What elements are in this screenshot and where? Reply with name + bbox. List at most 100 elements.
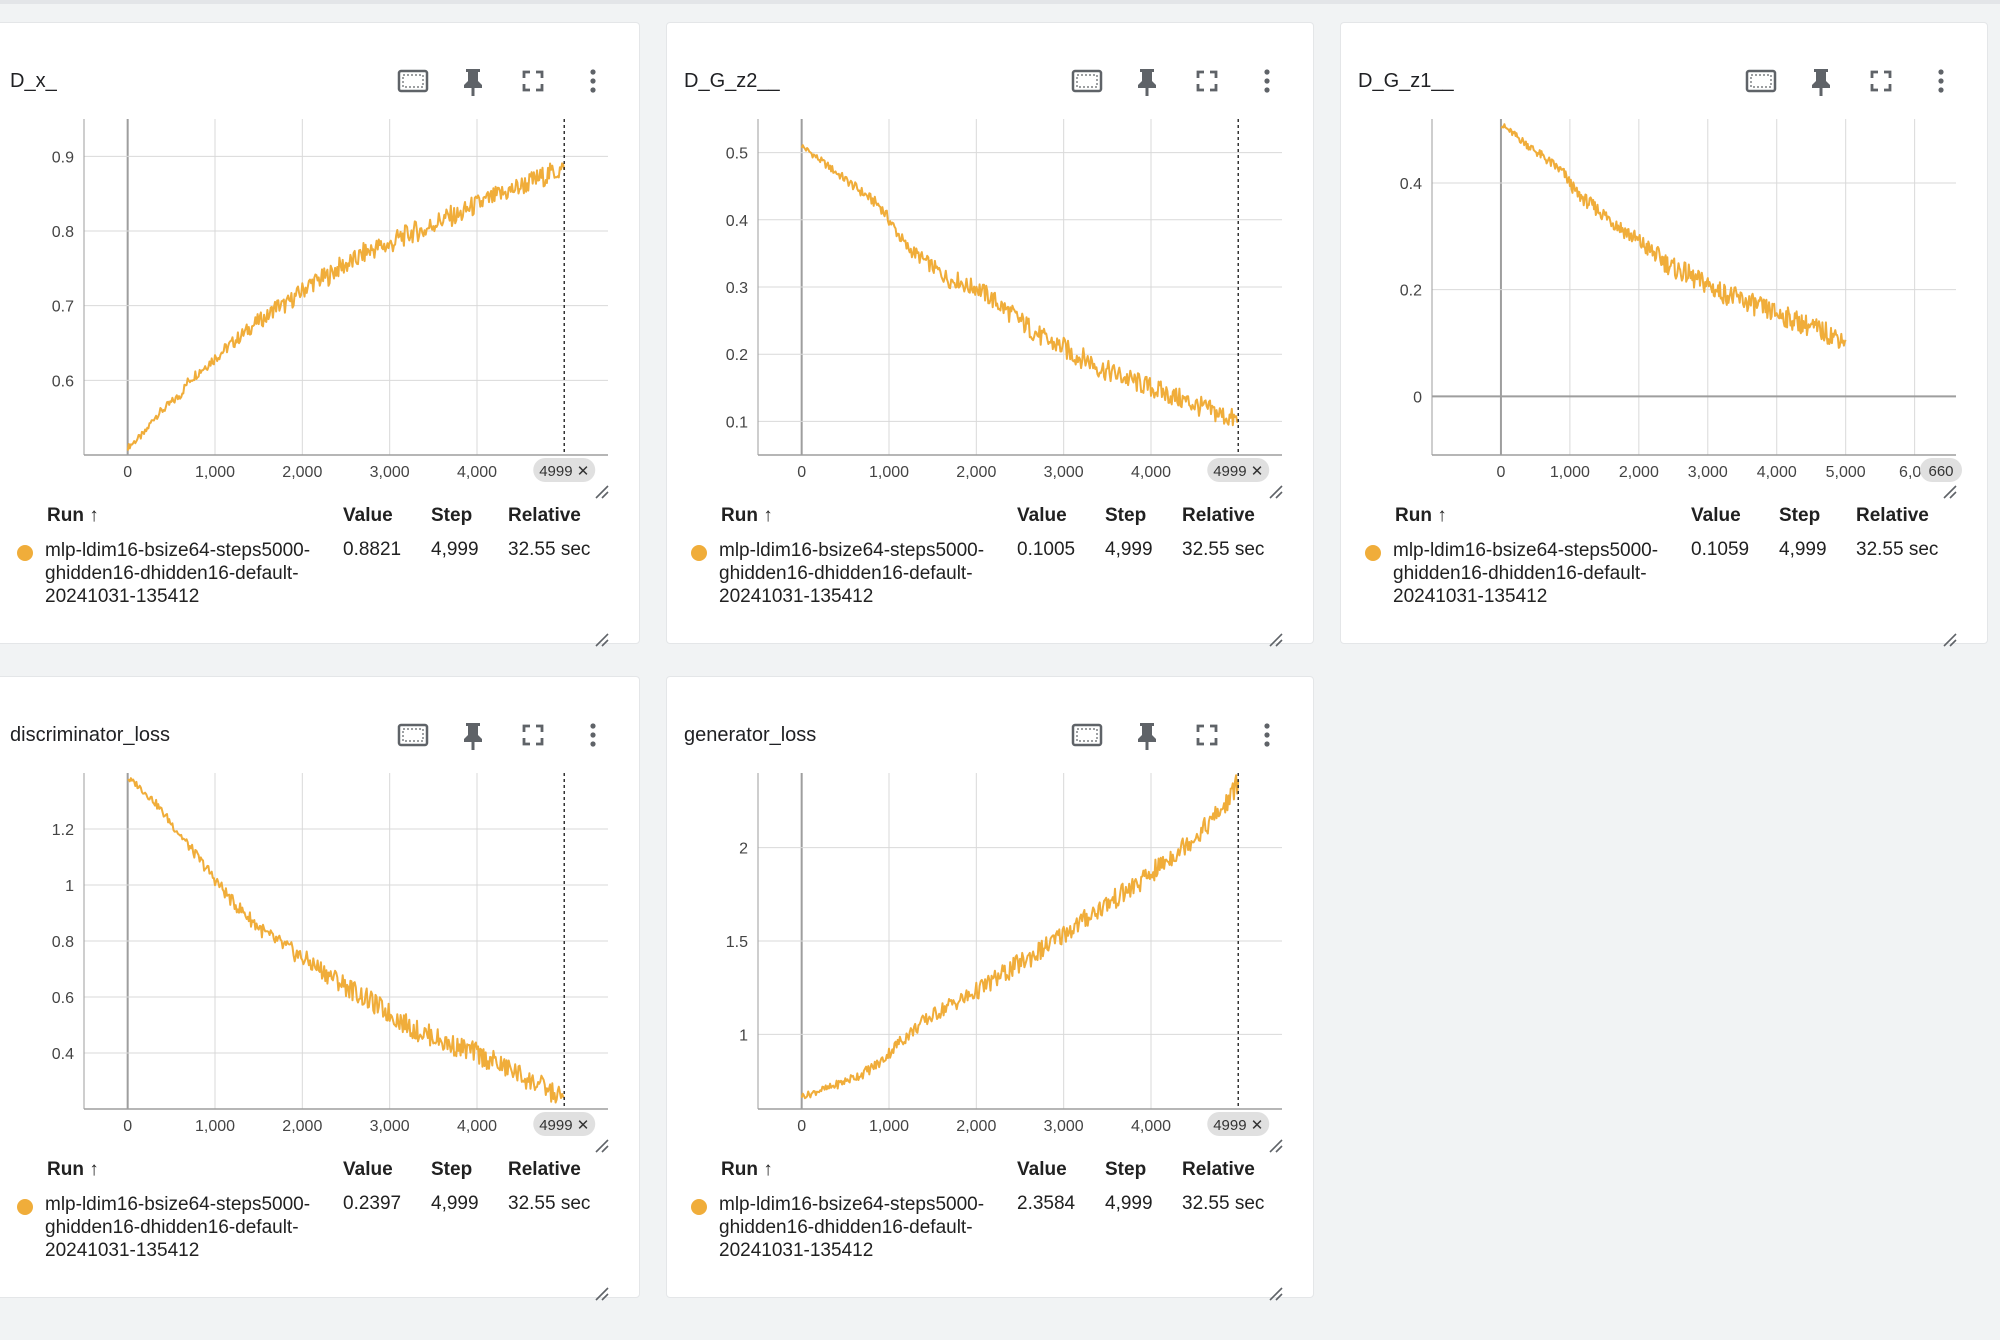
line-chart[interactable]: 0 1,000 2,000 3,000 4,000 5,000 6,00 0.4 0.2 0 660 (1341, 107, 1989, 491)
run-color-dot (17, 1199, 33, 1215)
fit-domain-button[interactable] (393, 61, 433, 101)
card-title: generator_loss (684, 724, 817, 746)
resize-icon (595, 1287, 609, 1301)
pin-icon (1138, 723, 1156, 750)
plot-resize-handle[interactable] (1267, 483, 1283, 499)
plot-resize-handle[interactable] (1267, 1137, 1283, 1153)
card-title: discriminator_loss (10, 724, 171, 746)
run-color-dot (691, 1199, 707, 1215)
card-toolbar (1067, 715, 1287, 755)
x-tick-label: 1,000 (195, 1118, 235, 1135)
x-tick-label: 4,000 (457, 1118, 497, 1135)
card-resize-handle[interactable] (1267, 631, 1283, 647)
run-name: mlp-ldim16-bsize64-steps5000- ghidden16-… (45, 539, 345, 608)
x-tick-label: 3,000 (1044, 1118, 1084, 1135)
more-options-button[interactable] (573, 61, 613, 101)
step-marker-pill (1207, 1112, 1270, 1136)
card-resize-handle[interactable] (593, 631, 609, 647)
fit-domain-button[interactable] (393, 715, 433, 755)
card-resize-handle[interactable] (593, 1285, 609, 1301)
step-marker-pill (1207, 458, 1270, 482)
fullscreen-button[interactable] (1861, 61, 1901, 101)
run-name-line: mlp-ldim16-bsize64-steps5000- (1393, 540, 1659, 561)
y-tick-label: 0.6 (52, 990, 74, 1007)
pin-icon (464, 69, 482, 96)
run-value: 2.3584 (1017, 1193, 1076, 1214)
x-tick-label: 2,000 (282, 1118, 322, 1135)
pin-button[interactable] (453, 715, 493, 755)
run-name-line: 20241031-135412 (719, 1240, 874, 1261)
more-vert-icon (1264, 723, 1270, 747)
x-tick-label: 0 (123, 464, 132, 481)
run-column-header[interactable]: Run ↑ (721, 505, 773, 526)
fit-domain-button[interactable] (1067, 715, 1107, 755)
run-column-header[interactable]: Run ↑ (721, 1159, 773, 1180)
pin-button[interactable] (1127, 61, 1167, 101)
relative-column-header: Relative (508, 505, 581, 526)
pin-button[interactable] (1801, 61, 1841, 101)
run-column-header[interactable]: Run ↑ (47, 1159, 99, 1180)
x-tick-label: 3,000 (1044, 464, 1084, 481)
run-name-line: mlp-ldim16-bsize64-steps5000- (719, 540, 985, 561)
run-step: 4,999 (431, 539, 479, 560)
more-options-button[interactable] (1247, 715, 1287, 755)
resize-icon (1269, 633, 1283, 647)
line-chart[interactable]: 0 1,000 2,000 3,000 4,000 0.9 0.8 0.7 0.6 4999 ✕ (0, 107, 641, 491)
x-tick-label: 0 (797, 1118, 806, 1135)
run-column-header[interactable]: Run ↑ (1395, 505, 1447, 526)
more-vert-icon (1938, 69, 1944, 93)
more-vert-icon (1264, 69, 1270, 93)
fit-domain-icon (1071, 69, 1103, 93)
card-resize-handle[interactable] (1267, 1285, 1283, 1301)
plot-resize-handle[interactable] (593, 483, 609, 499)
pin-button[interactable] (453, 61, 493, 101)
run-step: 4,999 (1105, 1193, 1153, 1214)
card-resize-handle[interactable] (1941, 631, 1957, 647)
run-name-line: 20241031-135412 (45, 1240, 200, 1261)
run-name-line: 20241031-135412 (45, 586, 200, 607)
x-tick-label: 0 (797, 464, 806, 481)
y-tick-label: 0.7 (52, 299, 74, 316)
line-chart[interactable]: 0 1,000 2,000 3,000 4,000 2 1.5 1 4999 ✕ (667, 761, 1315, 1145)
series-line (1500, 123, 1847, 349)
step-column-header: Step (431, 505, 473, 526)
run-color-dot (17, 545, 33, 561)
run-column-header[interactable]: Run ↑ (47, 505, 99, 526)
y-tick-label: 0.4 (1400, 176, 1422, 193)
pin-icon (1138, 69, 1156, 96)
step-column-header: Step (1779, 505, 1821, 526)
step-column-header: Step (1105, 1159, 1147, 1180)
resize-icon (595, 485, 609, 499)
x-tick-label: 1,000 (869, 1118, 909, 1135)
fit-domain-icon (1745, 69, 1777, 93)
run-step: 4,999 (1105, 539, 1153, 560)
line-chart[interactable]: 0 1,000 2,000 3,000 4,000 1.2 1 0.8 0.6 0.4 4999 ✕ (0, 761, 641, 1145)
fit-domain-button[interactable] (1741, 61, 1781, 101)
more-options-button[interactable] (573, 715, 613, 755)
more-options-button[interactable] (1247, 61, 1287, 101)
x-tick-label: 0 (1496, 464, 1505, 481)
fullscreen-button[interactable] (513, 61, 553, 101)
line-chart[interactable]: 0 1,000 2,000 3,000 4,000 0.5 0.4 0.3 0.2 0.1 4999… (667, 107, 1315, 491)
run-name-line: mlp-ldim16-bsize64-steps5000- (719, 1194, 985, 1215)
value-column-header: Value (1017, 1159, 1067, 1180)
run-value: 0.1059 (1691, 539, 1750, 560)
card-toolbar (393, 61, 613, 101)
fullscreen-button[interactable] (513, 715, 553, 755)
x-tick-label: 4,000 (457, 464, 497, 481)
x-tick-label: 4,000 (1757, 464, 1797, 481)
fit-domain-button[interactable] (1067, 61, 1107, 101)
run-name: mlp-ldim16-bsize64-steps5000- ghidden16-… (719, 1193, 1019, 1262)
x-tick-label: 2,000 (282, 464, 322, 481)
step-marker-pill (1920, 458, 1962, 482)
fullscreen-button[interactable] (1187, 61, 1227, 101)
y-tick-label: 1 (739, 1027, 748, 1044)
plot-resize-handle[interactable] (1941, 483, 1957, 499)
fit-domain-icon (397, 723, 429, 747)
run-name-line: 20241031-135412 (719, 586, 874, 607)
pin-button[interactable] (1127, 715, 1167, 755)
plot-resize-handle[interactable] (593, 1137, 609, 1153)
more-options-button[interactable] (1921, 61, 1961, 101)
fullscreen-button[interactable] (1187, 715, 1227, 755)
y-tick-label: 0.4 (52, 1046, 74, 1063)
